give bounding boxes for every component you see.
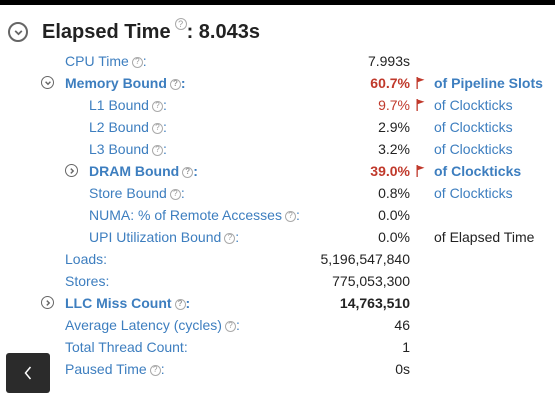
metric-value: 5,196,547,840 — [320, 251, 410, 267]
chevron-right-icon[interactable] — [65, 164, 78, 177]
help-icon[interactable]: ? — [151, 144, 163, 156]
top-border — [0, 0, 555, 5]
flag-icon — [416, 77, 425, 89]
help-icon[interactable]: ? — [182, 166, 194, 178]
help-icon[interactable]: ? — [131, 56, 143, 68]
metric-row-store-bound: Store Bound?: 0.8% of Clockticks — [0, 182, 555, 204]
help-icon[interactable]: ? — [149, 364, 161, 376]
metric-label[interactable]: NUMA: % of Remote Accesses?: — [89, 207, 300, 223]
metric-label[interactable]: Total Thread Count: — [65, 339, 188, 355]
metric-value: 60.7% — [370, 75, 410, 91]
help-icon[interactable]: ? — [174, 298, 186, 310]
metric-label[interactable]: L3 Bound?: — [89, 141, 167, 157]
help-icon[interactable]: ? — [284, 210, 296, 222]
metric-row-average-latency: Average Latency (cycles)?: 46 — [0, 314, 555, 336]
metric-row-paused-time: Paused Time?: 0s — [0, 358, 555, 380]
help-icon[interactable]: ? — [224, 232, 236, 244]
metric-row-l1-bound: L1 Bound?: 9.7% of Clockticks — [0, 94, 555, 116]
metric-label[interactable]: DRAM Bound?: — [89, 163, 198, 179]
metric-value: 2.9% — [378, 119, 410, 135]
help-icon[interactable]: ? — [169, 78, 181, 90]
metric-label[interactable]: CPU Time?: — [65, 53, 147, 69]
metric-row-l2-bound: L2 Bound?: 2.9% of Clockticks — [0, 116, 555, 138]
help-icon[interactable]: ? — [224, 320, 236, 332]
metric-unit: of Elapsed Time — [434, 229, 535, 245]
chevron-right-icon[interactable] — [41, 296, 54, 309]
metric-label[interactable]: Stores: — [65, 273, 110, 289]
metric-row-llc-miss-count: LLC Miss Count?: 14,763,510 — [0, 292, 555, 314]
page-title: Elapsed Time — [42, 20, 171, 43]
metric-unit: of Clockticks — [434, 141, 513, 157]
metric-value: 14,763,510 — [339, 295, 410, 311]
metric-value: 0.0% — [378, 207, 410, 223]
metric-label[interactable]: L2 Bound?: — [89, 119, 167, 135]
metric-row-cpu-time: CPU Time?: 7.993s — [0, 50, 555, 72]
metric-row-stores: Stores: 775,053,300 — [0, 270, 555, 292]
metric-value: 3.2% — [378, 141, 410, 157]
metric-row-dram-bound: DRAM Bound?: 39.0% of Clockticks — [0, 160, 555, 182]
metric-row-upi-utilization-bound: UPI Utilization Bound?: 0.0% of Elapsed … — [0, 226, 555, 248]
metric-label[interactable]: Average Latency (cycles)?: — [65, 317, 240, 333]
help-icon[interactable]: ? — [151, 122, 163, 134]
metric-row-l3-bound: L3 Bound?: 3.2% of Clockticks — [0, 138, 555, 160]
flag-icon — [416, 99, 425, 111]
metric-value: 0.0% — [378, 229, 410, 245]
metric-row-numa-remote-accesses: NUMA: % of Remote Accesses?: 0.0% — [0, 204, 555, 226]
metric-value: 1 — [402, 339, 410, 355]
metric-label[interactable]: UPI Utilization Bound?: — [89, 229, 240, 245]
metric-unit: of Clockticks — [434, 97, 513, 113]
metric-value: 39.0% — [370, 163, 410, 179]
metric-label[interactable]: Memory Bound?: — [65, 75, 186, 91]
metric-value: 46 — [394, 317, 410, 333]
metric-value: 775,053,300 — [332, 273, 410, 289]
chevron-down-icon[interactable] — [41, 76, 54, 89]
metric-row-loads: Loads: 5,196,547,840 — [0, 248, 555, 270]
elapsed-time-value: : 8.043s — [186, 20, 260, 43]
metric-unit: of Clockticks — [434, 163, 522, 179]
chevron-down-icon[interactable] — [8, 22, 28, 42]
metric-value: 0s — [395, 361, 410, 377]
metric-label[interactable]: LLC Miss Count?: — [65, 295, 191, 311]
back-button[interactable] — [6, 353, 50, 393]
metric-row-memory-bound: Memory Bound?: 60.7% of Pipeline Slots — [0, 72, 555, 94]
metric-row-total-thread-count: Total Thread Count: 1 — [0, 336, 555, 358]
help-icon[interactable]: ? — [174, 18, 187, 30]
metric-unit: of Clockticks — [434, 185, 513, 201]
metric-unit: of Pipeline Slots — [434, 75, 543, 91]
metric-label[interactable]: L1 Bound?: — [89, 97, 167, 113]
metric-value: 0.8% — [378, 185, 410, 201]
metric-value: 9.7% — [378, 97, 410, 113]
metric-label[interactable]: Paused Time?: — [65, 361, 165, 377]
flag-icon — [416, 165, 425, 177]
help-icon[interactable]: ? — [151, 100, 163, 112]
help-icon[interactable]: ? — [169, 188, 181, 200]
metric-label[interactable]: Loads: — [65, 251, 108, 267]
chevron-left-icon — [24, 366, 32, 380]
metric-value: 7.993s — [367, 53, 410, 69]
metric-unit: of Clockticks — [434, 119, 513, 135]
elapsed-time-header: Elapsed Time ? : 8.043s — [8, 18, 260, 46]
metric-label[interactable]: Store Bound?: — [89, 185, 185, 201]
